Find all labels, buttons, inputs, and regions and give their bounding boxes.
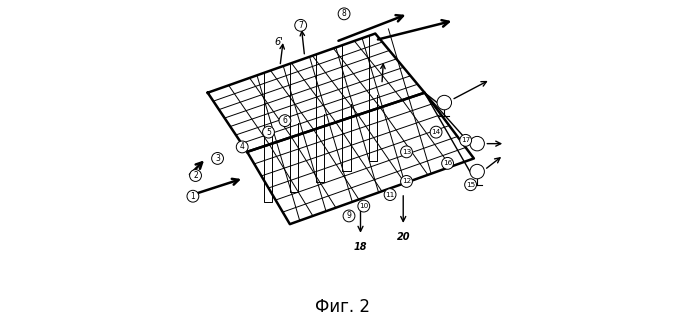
Circle shape [237, 141, 248, 153]
Text: 11: 11 [385, 192, 394, 198]
Circle shape [358, 200, 370, 212]
Text: 5: 5 [266, 128, 271, 137]
Text: 1: 1 [191, 192, 195, 201]
Text: 13: 13 [402, 149, 411, 155]
Circle shape [401, 146, 413, 158]
Text: 6': 6' [274, 37, 283, 47]
Circle shape [401, 176, 413, 187]
Text: 17: 17 [461, 137, 470, 143]
Circle shape [437, 95, 452, 110]
Text: 8: 8 [342, 9, 346, 18]
Circle shape [211, 152, 223, 164]
Circle shape [190, 170, 202, 182]
Text: 12: 12 [402, 179, 411, 184]
Text: 16: 16 [443, 160, 452, 166]
Text: 20: 20 [396, 232, 410, 242]
Circle shape [470, 136, 484, 151]
Circle shape [295, 19, 306, 31]
Text: 14: 14 [431, 129, 440, 135]
Circle shape [430, 126, 442, 138]
Circle shape [470, 164, 484, 179]
Circle shape [187, 190, 199, 202]
Circle shape [384, 189, 396, 201]
Circle shape [465, 179, 477, 191]
Text: 3: 3 [215, 154, 220, 163]
Circle shape [460, 134, 472, 146]
Circle shape [442, 157, 454, 169]
Text: 9: 9 [347, 212, 351, 220]
Text: 18: 18 [354, 242, 367, 252]
Text: 6: 6 [283, 116, 288, 125]
Text: Фиг. 2: Фиг. 2 [315, 298, 370, 316]
Text: 15: 15 [466, 182, 475, 188]
Circle shape [338, 8, 350, 20]
Circle shape [343, 210, 355, 222]
Text: 4: 4 [240, 143, 244, 151]
Circle shape [279, 115, 291, 126]
Text: 10: 10 [359, 203, 369, 209]
Text: 7: 7 [298, 21, 303, 30]
Text: 2: 2 [193, 171, 198, 180]
Circle shape [262, 126, 274, 138]
